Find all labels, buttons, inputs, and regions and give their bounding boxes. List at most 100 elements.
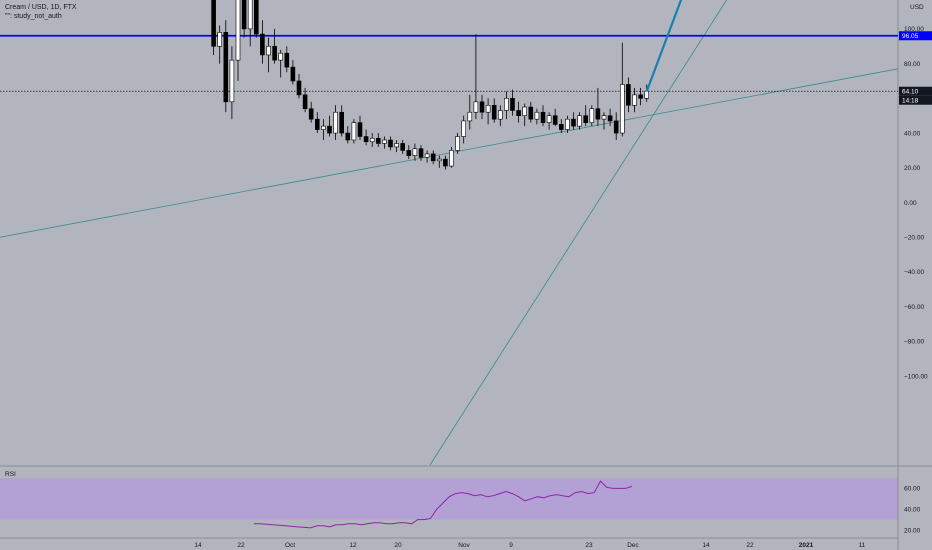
- candle-body: [363, 136, 369, 143]
- rsi-tick-label: 60.00: [904, 486, 921, 493]
- candle-body: [601, 115, 607, 120]
- candle-body: [406, 150, 412, 156]
- candle-body: [308, 108, 314, 120]
- candle-body: [382, 139, 387, 144]
- time-tick-label: 22: [746, 542, 754, 549]
- candle-body: [467, 111, 473, 122]
- candle-body: [333, 111, 338, 134]
- level-price-tag-text: 96.05: [902, 33, 919, 40]
- rsi-line: [254, 480, 633, 529]
- candle-body: [272, 45, 277, 61]
- trendline-upper: [429, 0, 728, 466]
- candle-body: [540, 111, 546, 123]
- candle-body: [638, 94, 643, 99]
- candle-body: [644, 90, 650, 99]
- candle-body: [504, 98, 509, 111]
- candle-body: [613, 120, 619, 134]
- time-tick-label: 9: [509, 542, 513, 549]
- candle-body: [522, 106, 528, 116]
- candle-body: [412, 148, 418, 156]
- time-tick-label: 14: [194, 542, 202, 549]
- price-tick-label: −100.00: [904, 373, 928, 380]
- candle-body: [290, 66, 296, 82]
- candle-body: [369, 137, 375, 143]
- price-tick-label: −80.00: [904, 339, 924, 346]
- candle-body: [235, 0, 241, 61]
- candle-body: [589, 108, 595, 123]
- candle-body: [455, 136, 460, 151]
- price-tick-label: −20.00: [904, 235, 924, 242]
- study-label: "": study_not_auth: [5, 13, 62, 20]
- candle-body: [351, 122, 357, 141]
- time-tick-label: 14: [702, 542, 710, 549]
- candle-body: [546, 115, 552, 123]
- candle-body: [443, 158, 448, 167]
- candle-body: [577, 115, 582, 127]
- candle-body: [400, 143, 406, 151]
- price-tick-label: 100.00: [904, 26, 924, 33]
- candle-body: [266, 45, 271, 56]
- candles-group: [211, 0, 650, 170]
- rsi-title: RSI: [5, 471, 16, 478]
- candle-body: [510, 98, 515, 111]
- candle-body: [626, 84, 631, 106]
- candle-body: [449, 150, 454, 167]
- current-price-tag: [899, 86, 932, 96]
- time-tick-label: 22: [237, 542, 245, 549]
- candle-body: [254, 0, 259, 35]
- candle-body: [479, 101, 485, 113]
- price-tick-label: −60.00: [904, 304, 924, 311]
- candle-body: [491, 104, 497, 120]
- candle-body: [296, 80, 302, 96]
- candle-body: [418, 148, 424, 158]
- candle-body: [284, 52, 290, 68]
- candle-body: [583, 115, 589, 123]
- time-tick-label: Oct: [285, 542, 295, 549]
- candle-body: [278, 52, 284, 61]
- candle-body: [534, 111, 540, 120]
- chart-legend: Cream / USD, 1D, FTX "": study_not_auth: [5, 3, 77, 21]
- rsi-tick-label: 40.00: [904, 507, 921, 514]
- price-tick-label: 20.00: [904, 165, 921, 172]
- candle-body: [528, 106, 534, 120]
- candle-body: [516, 110, 521, 116]
- candle-body: [558, 124, 564, 130]
- level-price-tag: [899, 31, 932, 41]
- rsi-band: [0, 478, 898, 520]
- candle-body: [375, 137, 381, 144]
- candle-body: [607, 115, 613, 122]
- time-tick-label: 12: [349, 542, 357, 549]
- time-tick-label: 2021: [799, 542, 814, 549]
- time-tick-label: Nov: [458, 542, 470, 549]
- candle-body: [241, 0, 247, 30]
- candle-body: [552, 115, 558, 125]
- candle-body: [619, 84, 625, 134]
- main-pane: [0, 0, 898, 465]
- countdown-text: 14:18: [902, 98, 919, 105]
- candle-body: [461, 120, 467, 137]
- candle-body: [314, 118, 320, 130]
- candle-body: [497, 110, 503, 120]
- candle-body: [632, 94, 637, 106]
- candle-body: [571, 118, 576, 127]
- time-tick-label: Dec: [627, 542, 639, 549]
- candle-body: [260, 33, 265, 56]
- candle-body: [229, 59, 235, 103]
- candle-body: [436, 158, 442, 162]
- candle-body: [357, 122, 363, 137]
- candle-body: [424, 153, 430, 158]
- candle-body: [485, 104, 491, 113]
- time-tick-label: 11: [859, 542, 866, 549]
- candle-body: [394, 143, 399, 148]
- candle-body: [302, 94, 308, 110]
- candle-body: [345, 132, 351, 141]
- countdown-tag: [899, 95, 932, 105]
- trendline-lower: [0, 68, 899, 238]
- time-tick-label: 23: [585, 542, 593, 549]
- price-tick-label: 0.00: [904, 200, 917, 207]
- candle-body: [327, 125, 332, 134]
- price-tick-label: 40.00: [904, 130, 921, 137]
- rsi-tick-label: 20.00: [904, 527, 921, 534]
